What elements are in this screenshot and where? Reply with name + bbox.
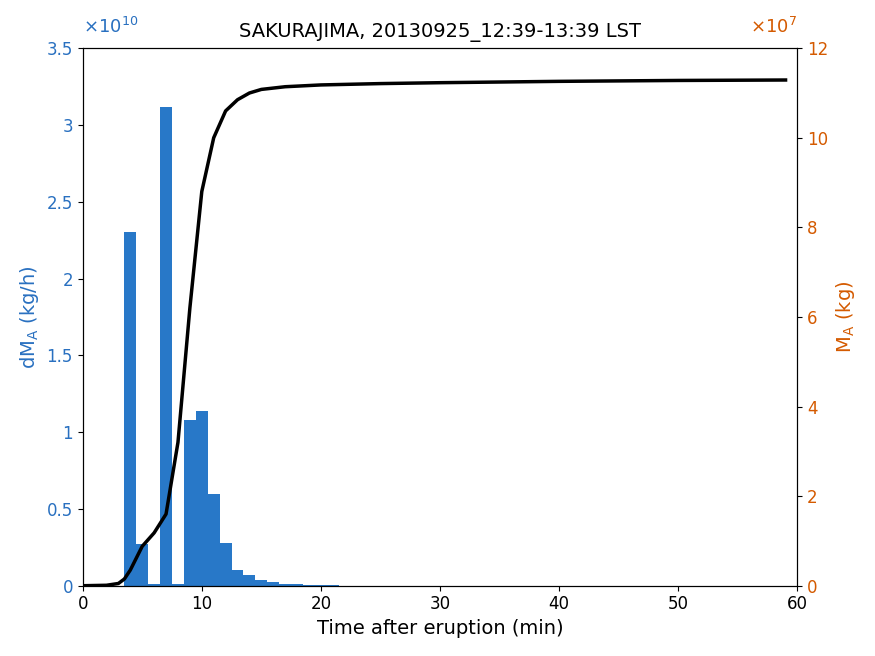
Bar <box>196 411 207 586</box>
Bar <box>136 544 148 586</box>
Bar <box>124 232 136 586</box>
Bar <box>243 575 256 586</box>
Y-axis label: $\mathrm{M_A}$ (kg): $\mathrm{M_A}$ (kg) <box>834 281 857 353</box>
Bar <box>279 584 291 586</box>
Bar <box>220 543 232 586</box>
X-axis label: Time after eruption (min): Time after eruption (min) <box>317 619 564 638</box>
Bar <box>184 420 196 586</box>
Y-axis label: $\mathrm{dM_A}$ (kg/h): $\mathrm{dM_A}$ (kg/h) <box>18 265 41 369</box>
Bar <box>303 585 315 586</box>
Text: $\times 10^{10}$: $\times 10^{10}$ <box>82 17 138 37</box>
Bar <box>255 580 268 586</box>
Bar <box>148 584 160 586</box>
Bar <box>207 493 220 586</box>
Bar <box>268 582 279 586</box>
Title: SAKURAJIMA, 20130925_12:39-13:39 LST: SAKURAJIMA, 20130925_12:39-13:39 LST <box>239 23 641 42</box>
Bar <box>232 570 243 586</box>
Bar <box>172 584 184 586</box>
Bar <box>160 106 172 586</box>
Text: $\times 10^{7}$: $\times 10^{7}$ <box>751 17 797 37</box>
Bar <box>291 584 303 586</box>
